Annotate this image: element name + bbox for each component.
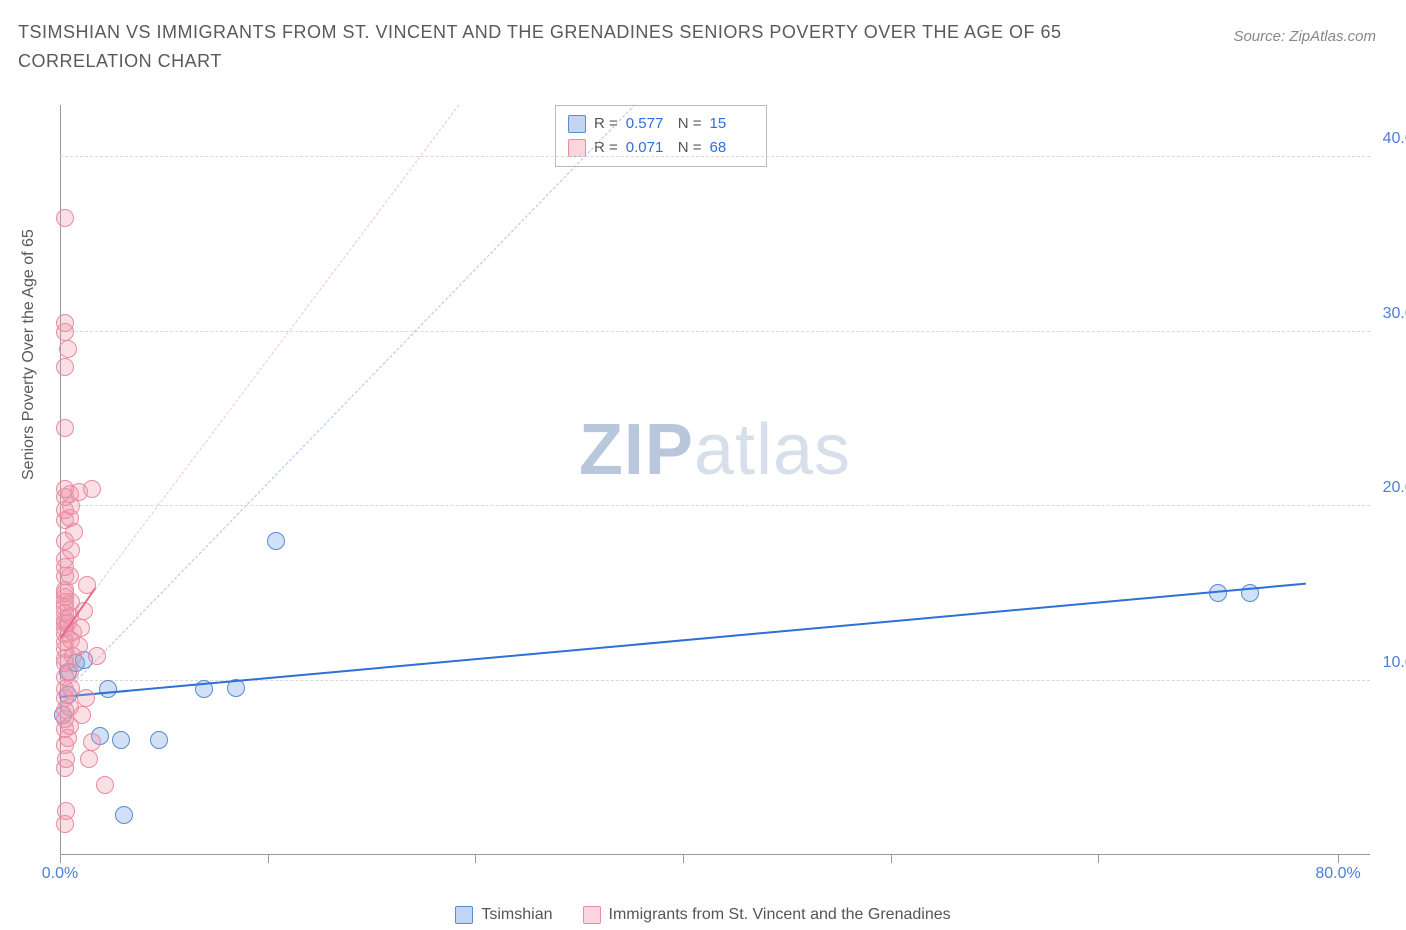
- watermark-atlas: atlas: [694, 410, 851, 490]
- plot-region: ZIPatlas R = 0.577 N = 15 R = 0.071 N = …: [60, 105, 1370, 855]
- data-point: [1209, 584, 1227, 602]
- stat-value: 15: [710, 112, 754, 136]
- data-point: [57, 802, 75, 820]
- gridline: [60, 505, 1370, 506]
- data-point: [77, 689, 95, 707]
- x-tick: [60, 855, 61, 863]
- data-point: [73, 706, 91, 724]
- stat-value: 0.577: [626, 112, 670, 136]
- x-tick: [683, 855, 684, 863]
- data-point: [56, 209, 74, 227]
- data-point: [56, 314, 74, 332]
- data-point: [96, 776, 114, 794]
- swatch-icon: [568, 115, 586, 133]
- data-point: [56, 358, 74, 376]
- data-point: [267, 532, 285, 550]
- y-tick-label: 20.0%: [1383, 479, 1406, 497]
- legend-label: Immigrants from St. Vincent and the Gren…: [609, 906, 951, 924]
- y-axis-label: Seniors Poverty Over the Age of 65: [20, 229, 38, 480]
- legend-item: Tsimshian: [455, 906, 552, 924]
- stat-label-n: N =: [678, 112, 702, 136]
- watermark-zip: ZIP: [579, 410, 694, 490]
- legend-item: Immigrants from St. Vincent and the Gren…: [583, 906, 951, 924]
- data-point: [83, 733, 101, 751]
- gridline: [60, 156, 1370, 157]
- chart-title: TSIMSHIAN VS IMMIGRANTS FROM ST. VINCENT…: [18, 18, 1118, 76]
- data-point: [65, 523, 83, 541]
- trendline-extension: [60, 104, 636, 698]
- x-tick-label: 80.0%: [1315, 865, 1360, 883]
- data-point: [112, 731, 130, 749]
- watermark: ZIPatlas: [579, 409, 851, 491]
- data-point: [56, 419, 74, 437]
- data-point: [115, 806, 133, 824]
- gridline: [60, 331, 1370, 332]
- legend-label: Tsimshian: [481, 906, 552, 924]
- data-point: [72, 619, 90, 637]
- data-point: [59, 340, 77, 358]
- y-tick-label: 40.0%: [1383, 130, 1406, 148]
- x-tick: [891, 855, 892, 863]
- data-point: [56, 480, 74, 498]
- trendline-extension: [95, 104, 460, 589]
- x-tick: [475, 855, 476, 863]
- swatch-icon: [455, 906, 473, 924]
- data-point: [88, 647, 106, 665]
- stats-row: R = 0.577 N = 15: [568, 112, 754, 136]
- data-point: [70, 637, 88, 655]
- trendline: [60, 583, 1306, 698]
- chart-area: ZIPatlas R = 0.577 N = 15 R = 0.071 N = …: [60, 105, 1370, 855]
- data-point: [99, 680, 117, 698]
- data-point: [150, 731, 168, 749]
- x-tick: [1338, 855, 1339, 863]
- swatch-icon: [583, 906, 601, 924]
- y-tick-label: 10.0%: [1383, 654, 1406, 672]
- x-axis-line: [60, 854, 1370, 855]
- x-tick: [268, 855, 269, 863]
- swatch-icon: [568, 139, 586, 157]
- bottom-legend: Tsimshian Immigrants from St. Vincent an…: [0, 906, 1406, 924]
- source-label: Source: ZipAtlas.com: [1233, 28, 1376, 45]
- x-tick: [1098, 855, 1099, 863]
- x-tick-label: 0.0%: [42, 865, 78, 883]
- y-tick-label: 30.0%: [1383, 305, 1406, 323]
- data-point: [83, 480, 101, 498]
- stats-box: R = 0.577 N = 15 R = 0.071 N = 68: [555, 105, 767, 167]
- data-point: [80, 750, 98, 768]
